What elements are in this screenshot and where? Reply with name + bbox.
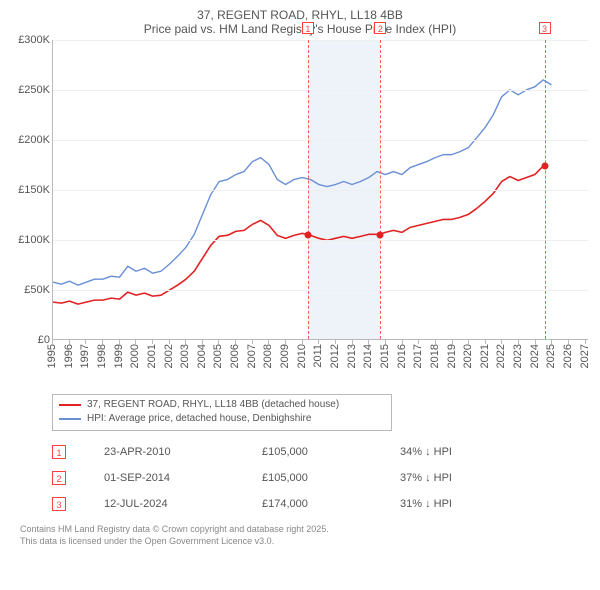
attribution: Contains HM Land Registry data © Crown c… <box>20 523 590 547</box>
x-tick-label: 2025 <box>545 344 557 368</box>
x-tick-label: 2017 <box>412 344 424 368</box>
y-tick-label: £100K <box>18 234 50 246</box>
event-date: 23-APR-2010 <box>104 446 224 458</box>
x-tick-label: 1997 <box>79 344 91 368</box>
plot-area: 123 <box>52 40 588 340</box>
series-hpi-line <box>53 80 551 285</box>
gridline <box>53 290 588 291</box>
events-table: 1 23-APR-2010 £105,000 34% ↓ HPI 2 01-SEP-201… <box>52 439 590 517</box>
y-tick-label: £300K <box>18 34 50 46</box>
x-tick-label: 2001 <box>146 344 158 368</box>
x-tick-label: 2012 <box>329 344 341 368</box>
event-index-box: 1 <box>52 445 66 459</box>
event-row: 1 23-APR-2010 £105,000 34% ↓ HPI <box>52 439 590 465</box>
title-line-2: Price paid vs. HM Land Registry's House … <box>10 22 590 36</box>
event-marker-box: 1 <box>302 22 314 34</box>
x-tick-label: 1999 <box>113 344 125 368</box>
title-line-1: 37, REGENT ROAD, RHYL, LL18 4BB <box>10 8 590 22</box>
x-tick-label: 2020 <box>462 344 474 368</box>
x-tick-label: 2009 <box>279 344 291 368</box>
event-date: 01-SEP-2014 <box>104 472 224 484</box>
x-tick-label: 2014 <box>362 344 374 368</box>
x-tick-label: 2006 <box>229 344 241 368</box>
x-tick-label: 1998 <box>96 344 108 368</box>
series-property-line <box>53 166 544 305</box>
x-tick-label: 2015 <box>379 344 391 368</box>
y-tick-label: £250K <box>18 84 50 96</box>
chart-container: 37, REGENT ROAD, RHYL, LL18 4BB Price pa… <box>0 0 600 590</box>
event-line <box>308 40 309 339</box>
event-date: 12-JUL-2024 <box>104 498 224 510</box>
attribution-line-2: This data is licensed under the Open Gov… <box>20 535 590 547</box>
x-tick-label: 2003 <box>179 344 191 368</box>
x-tick-label: 2026 <box>562 344 574 368</box>
event-row: 2 01-SEP-2014 £105,000 37% ↓ HPI <box>52 465 590 491</box>
y-tick-label: £50K <box>24 284 50 296</box>
event-diff: 34% ↓ HPI <box>400 446 510 458</box>
gridline <box>53 90 588 91</box>
x-tick-label: 2023 <box>512 344 524 368</box>
event-index-box: 3 <box>52 497 66 511</box>
x-tick-label: 1995 <box>46 344 58 368</box>
event-price: £105,000 <box>262 472 362 484</box>
chart-area: £0£50K£100K£150K£200K£250K£300K 123 1995… <box>10 40 590 390</box>
event-marker-box: 3 <box>539 22 551 34</box>
y-tick-label: £200K <box>18 134 50 146</box>
attribution-line-1: Contains HM Land Registry data © Crown c… <box>20 523 590 535</box>
event-index-box: 2 <box>52 471 66 485</box>
x-tick-label: 2004 <box>196 344 208 368</box>
event-price: £174,000 <box>262 498 362 510</box>
gridline <box>53 190 588 191</box>
x-tick-label: 2013 <box>346 344 358 368</box>
legend-label-property: 37, REGENT ROAD, RHYL, LL18 4BB (detache… <box>87 398 339 412</box>
x-tick-label: 2007 <box>246 344 258 368</box>
event-marker-box: 2 <box>374 22 386 34</box>
event-diff: 31% ↓ HPI <box>400 498 510 510</box>
event-line <box>545 40 546 339</box>
y-tick-label: £150K <box>18 184 50 196</box>
x-tick-label: 2002 <box>163 344 175 368</box>
legend: 37, REGENT ROAD, RHYL, LL18 4BB (detache… <box>52 394 392 431</box>
event-dot <box>541 163 548 170</box>
x-tick-label: 2005 <box>212 344 224 368</box>
x-tick-label: 2010 <box>296 344 308 368</box>
gridline <box>53 240 588 241</box>
x-tick-label: 2024 <box>529 344 541 368</box>
y-axis: £0£50K£100K£150K£200K£250K£300K <box>10 40 52 340</box>
legend-item-property: 37, REGENT ROAD, RHYL, LL18 4BB (detache… <box>59 398 385 412</box>
event-diff: 37% ↓ HPI <box>400 472 510 484</box>
legend-item-hpi: HPI: Average price, detached house, Denb… <box>59 412 385 426</box>
x-tick-label: 2000 <box>129 344 141 368</box>
legend-label-hpi: HPI: Average price, detached house, Denb… <box>87 412 311 426</box>
gridline <box>53 40 588 41</box>
gridline <box>53 140 588 141</box>
x-tick-label: 2021 <box>479 344 491 368</box>
x-tick-label: 2027 <box>579 344 591 368</box>
x-axis: 1995199619971998199920002001200220032004… <box>52 340 588 390</box>
x-tick-label: 1996 <box>63 344 75 368</box>
event-price: £105,000 <box>262 446 362 458</box>
legend-swatch-hpi <box>59 418 81 420</box>
legend-swatch-property <box>59 404 81 406</box>
x-tick-label: 2016 <box>396 344 408 368</box>
event-line <box>380 40 381 339</box>
x-tick-label: 2018 <box>429 344 441 368</box>
event-dot <box>377 232 384 239</box>
x-tick-label: 2022 <box>495 344 507 368</box>
x-tick-label: 2008 <box>262 344 274 368</box>
chart-title: 37, REGENT ROAD, RHYL, LL18 4BB Price pa… <box>10 8 590 36</box>
x-tick-label: 2019 <box>446 344 458 368</box>
x-tick-label: 2011 <box>312 344 324 368</box>
event-dot <box>304 232 311 239</box>
event-row: 3 12-JUL-2024 £174,000 31% ↓ HPI <box>52 491 590 517</box>
